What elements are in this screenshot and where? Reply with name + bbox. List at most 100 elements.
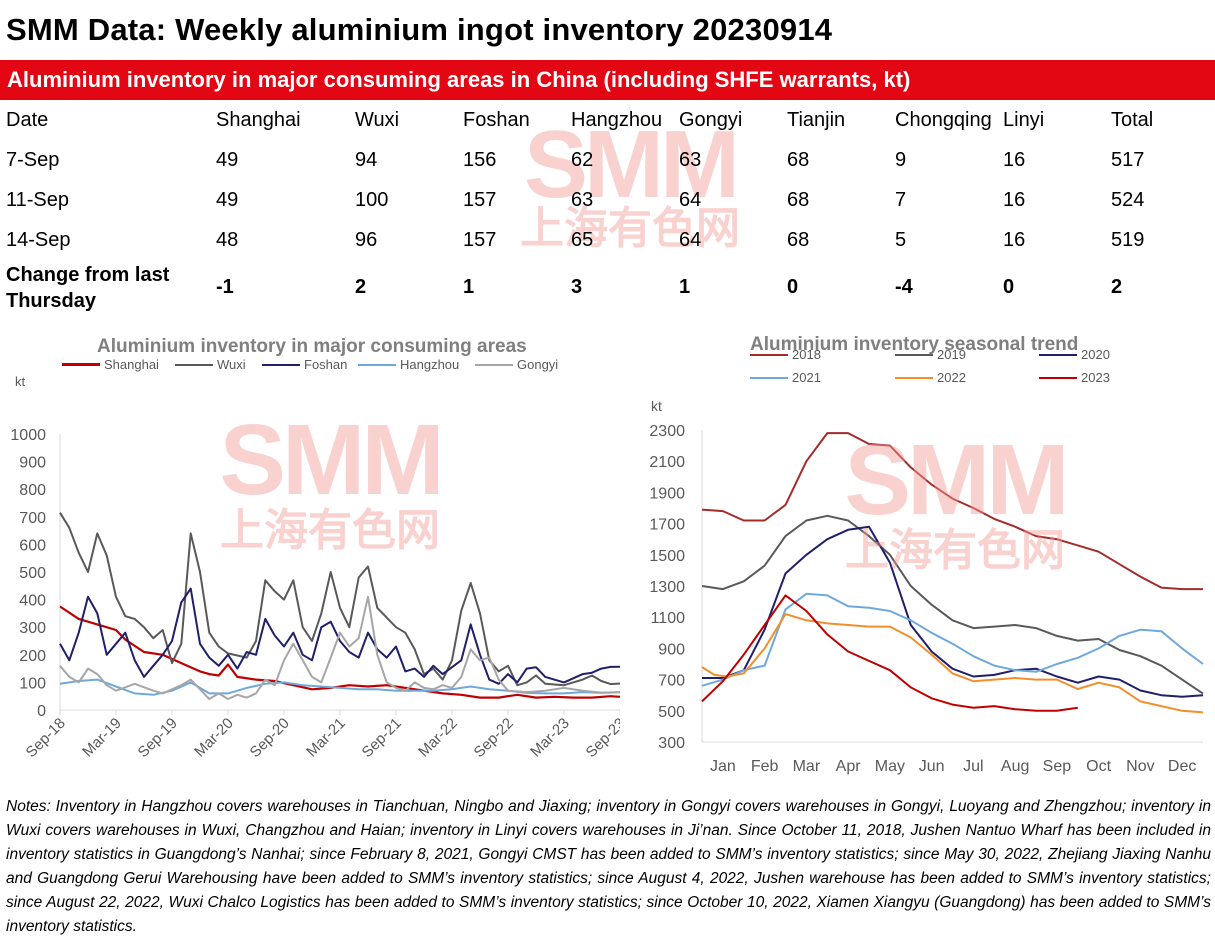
table-caption: Aluminium inventory in major consuming a…: [0, 60, 1215, 100]
table-row: 7-Sep 49 94 156 62 63 68 9 16 517: [0, 149, 1215, 189]
cell-value: 48: [216, 229, 239, 251]
x-tick-label: Aug: [1001, 758, 1029, 775]
right-y-unit: kt: [651, 398, 662, 414]
cell-value: 62: [571, 149, 594, 171]
change-value: 2: [355, 276, 367, 298]
change-value: 3: [571, 276, 583, 298]
x-tick-label: Sep-21: [359, 715, 405, 761]
series-line-2019: [701, 514, 1204, 695]
cell-value: 68: [787, 149, 810, 171]
x-tick-label: Apr: [836, 758, 862, 775]
y-tick-label: 300: [19, 620, 46, 637]
x-tick-label: Dec: [1168, 758, 1196, 775]
y-tick-label: 2100: [649, 454, 685, 471]
x-tick-label: Jul: [963, 758, 983, 775]
x-tick-label: Jan: [710, 758, 736, 775]
legend-swatch: [750, 353, 788, 356]
cell-value: 65: [571, 229, 594, 251]
change-value: 0: [1003, 276, 1015, 298]
legend-item: 2020: [1039, 347, 1110, 362]
change-value: 2: [1111, 276, 1123, 298]
series-line-foshan: [59, 587, 620, 685]
cell-date: 14-Sep: [6, 229, 71, 251]
cell-value: 96: [355, 229, 378, 251]
legend-swatch: [175, 363, 213, 366]
change-value: -4: [895, 276, 913, 298]
legend-swatch: [1039, 353, 1077, 356]
y-tick-label: 500: [658, 704, 685, 721]
y-tick-label: 100: [19, 675, 46, 692]
page-title: SMM Data: Weekly aluminium ingot invento…: [6, 12, 833, 47]
y-tick-label: 1900: [649, 485, 685, 502]
series-line-gongyi: [59, 595, 620, 700]
x-tick-label: Mar-19: [79, 715, 125, 761]
right-chart: 300 500 700 900 1100 1300 1500 1700 1900 2100 2300…: [649, 423, 1204, 775]
cell-value: 16: [1003, 189, 1026, 211]
legend-item: Shanghai: [62, 357, 159, 372]
legend-swatch: [1039, 376, 1077, 379]
x-tick-label: Feb: [751, 758, 779, 775]
y-tick-label: 1700: [649, 517, 685, 534]
cell-value: 63: [571, 189, 594, 211]
cell-value: 519: [1111, 229, 1145, 251]
y-tick-label: 500: [19, 565, 46, 582]
y-tick-label: 800: [19, 482, 46, 499]
legend-item: 2019: [895, 347, 966, 362]
x-tick-label: Mar-22: [415, 715, 461, 761]
change-label-line1: Change from last: [6, 264, 170, 286]
header-date: Date: [6, 109, 49, 131]
header-foshan: Foshan: [463, 109, 530, 131]
header-tianjin: Tianjin: [787, 109, 846, 131]
legend-swatch: [62, 363, 100, 366]
header-total: Total: [1111, 109, 1154, 131]
legend-swatch: [475, 363, 513, 366]
notes: Notes: Inventory in Hangzhou covers ware…: [6, 798, 1211, 935]
change-label: Change from last Thursday: [6, 262, 169, 314]
legend-label: 2019: [937, 347, 966, 362]
x-tick-label: Sep-19: [135, 715, 181, 761]
x-tick-label: Mar: [793, 758, 821, 775]
legend-label: Gongyi: [517, 357, 559, 372]
legend-item: Foshan: [262, 357, 347, 372]
cell-value: 517: [1111, 149, 1145, 171]
y-tick-label: 300: [658, 735, 685, 752]
left-y-unit: kt: [15, 374, 26, 389]
legend-label: 2023: [1081, 370, 1110, 385]
legend-swatch: [358, 363, 396, 366]
cell-value: 16: [1003, 229, 1026, 251]
y-tick-label: 900: [658, 641, 685, 658]
series-line-2018: [701, 432, 1203, 591]
cell-value: 157: [463, 189, 497, 211]
change-row: Change from last Thursday -1 2 1 3 1 0 -…: [0, 262, 1215, 318]
y-tick-label: 1300: [649, 579, 685, 596]
x-tick-label: Mar-23: [527, 715, 573, 761]
legend-swatch: [895, 376, 933, 379]
cell-value: 68: [787, 189, 810, 211]
legend-item: Gongyi: [475, 357, 558, 372]
x-tick-label: Oct: [1086, 758, 1111, 775]
y-tick-label: 1100: [651, 610, 686, 627]
legend-swatch: [262, 363, 300, 366]
series-line-hangzhou: [59, 678, 620, 696]
x-tick-label: Jun: [919, 758, 945, 775]
series-line-2022: [701, 613, 1204, 714]
cell-value: 94: [355, 149, 378, 171]
legend-label: Hangzhou: [400, 357, 460, 372]
header-chongqing: Chongqing: [895, 109, 992, 131]
cell-value: 16: [1003, 149, 1026, 171]
right-chart-title: Aluminium inventory seasonal trend: [750, 334, 1079, 355]
legend-label: Shanghai: [104, 357, 159, 372]
y-tick-label: 600: [19, 537, 46, 554]
cell-value: 63: [679, 149, 702, 171]
legend-item: 2018: [750, 347, 821, 362]
x-tick-label: Mar-20: [191, 715, 237, 761]
cell-value: 7: [895, 189, 907, 211]
series-line-2021: [701, 592, 1204, 687]
header-gongyi: Gongyi: [679, 109, 743, 131]
legend-item: Wuxi: [175, 357, 246, 372]
change-value: 1: [463, 276, 475, 298]
legend-swatch: [895, 353, 933, 356]
cell-date: 7-Sep: [6, 149, 60, 171]
x-tick-label: Sep-18: [23, 715, 69, 761]
